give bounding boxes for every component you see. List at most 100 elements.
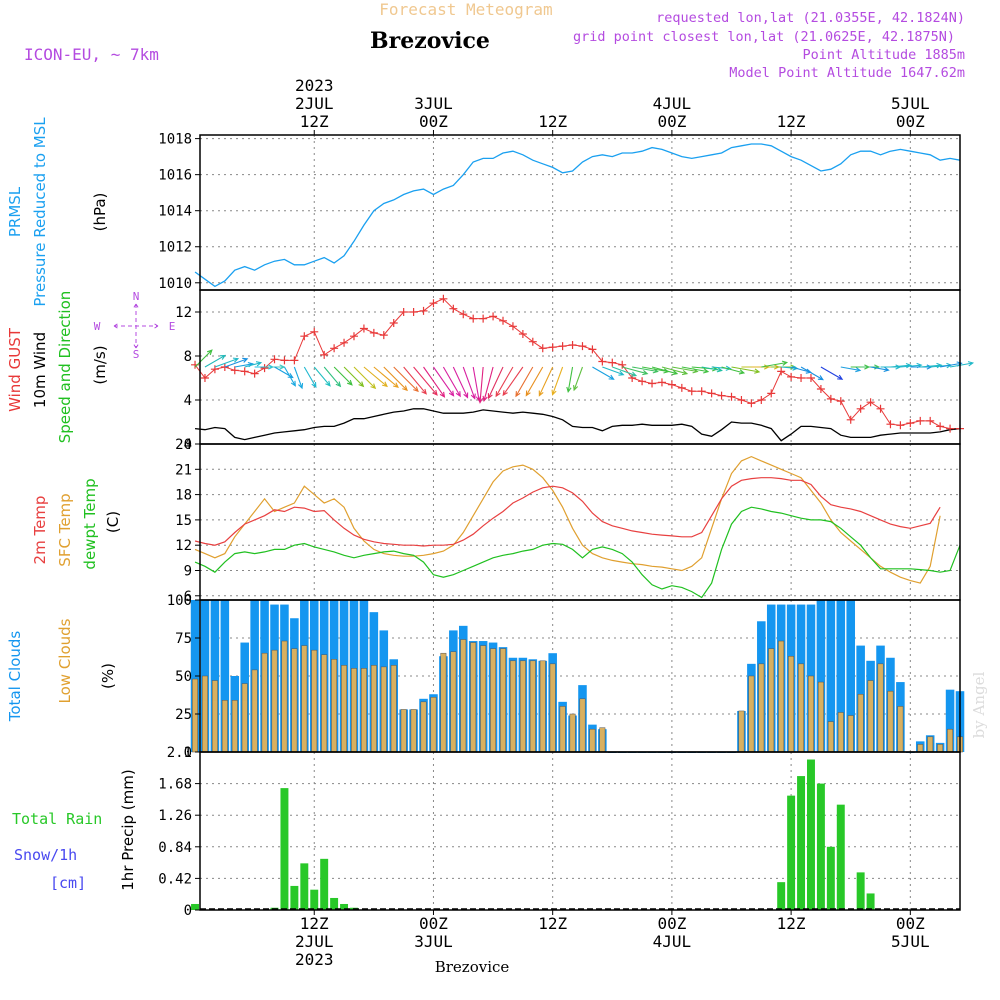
y-tick-label: 75 (175, 631, 192, 647)
bottom-time-label: 3JUL (414, 932, 453, 951)
low-clouds-bar (470, 642, 477, 753)
wind-direction-arrow (333, 366, 353, 386)
bottom-time-label: 00Z (419, 914, 448, 933)
low-clouds-bar (271, 649, 278, 753)
wind-gust-marker (260, 364, 269, 373)
y-tick-label: 0.84 (158, 840, 192, 856)
wind-gust-marker (628, 374, 637, 382)
y-tick-label: 15 (175, 513, 192, 529)
wind-gust-marker (250, 369, 259, 378)
low-clouds-bar (738, 710, 745, 753)
snow-unit-label: [cm] (50, 874, 86, 892)
low-clouds-bar (589, 728, 596, 753)
wind-gust-marker (767, 389, 776, 398)
wind-gust-marker (916, 416, 925, 425)
wind-gust-marker (489, 312, 498, 321)
low-clouds-bar (817, 681, 824, 753)
compass-south: S (133, 348, 140, 361)
wind-direction-arrow (890, 362, 912, 369)
wind-gust-marker (558, 342, 567, 351)
low-clouds-bar (380, 666, 387, 753)
wind-direction-arrow (538, 366, 554, 397)
wind-gust-marker (648, 379, 657, 388)
wind-gust-marker (677, 383, 686, 392)
low-clouds-bar (291, 648, 298, 753)
wind-gust-marker (717, 391, 726, 400)
rain-bar (836, 804, 845, 910)
bottom-time-label: 12Z (538, 914, 567, 933)
wind-gust-marker (369, 328, 378, 337)
bottom-time-label: 12Z (777, 914, 806, 933)
y-tick-label: 1014 (158, 204, 192, 220)
low-clouds-bar (917, 744, 924, 753)
compass-east: E (169, 320, 176, 333)
low-clouds-bar (341, 665, 347, 753)
total-clouds-bar (210, 600, 220, 752)
low-clouds-bar (360, 668, 367, 753)
wind-gust-marker (946, 424, 955, 433)
wind-direction-arrow (264, 364, 286, 370)
y-tick-label: 1012 (158, 240, 192, 256)
low-clouds-bar (192, 678, 198, 753)
y-tick-label: 24 (175, 437, 192, 453)
sfc-temp-label: SFC Temp (56, 493, 74, 566)
wind-10m-line (194, 408, 961, 442)
low-clouds-bar (510, 660, 516, 753)
low-clouds-bar (370, 665, 377, 753)
wind-direction-arrow (462, 366, 476, 400)
wind-gust-marker (787, 372, 796, 381)
rain-bar (290, 885, 299, 910)
wind-direction-arrow (224, 357, 249, 368)
clouds-unit: (%) (99, 663, 117, 689)
wind-gust-marker (499, 316, 508, 325)
wind-gust-marker (290, 356, 299, 365)
wind-direction-arrow (820, 366, 844, 380)
y-tick-label: 1.68 (158, 777, 192, 793)
wind-direction-arrow (592, 366, 615, 380)
rain-bar (797, 776, 806, 910)
requested-coords: requested lon,lat (21.0355E, 42.1824N) (656, 10, 965, 26)
low-clouds-bar (847, 715, 854, 753)
low-clouds-bar (877, 663, 884, 753)
wind-gust-marker (538, 344, 547, 353)
low-clouds-bar (549, 663, 556, 753)
wind-speed-dir-label: Speed and Direction (56, 291, 74, 444)
low-clouds-bar (211, 680, 218, 753)
wind-gust-marker (230, 366, 239, 375)
wind-gust-marker (926, 416, 935, 425)
wind-10m-label: 10m Wind (31, 332, 49, 408)
wind-gust-marker (469, 314, 478, 323)
wind-direction-arrow (433, 366, 455, 397)
wind-direction-arrow (204, 354, 227, 368)
wind-gust-marker (449, 304, 458, 313)
total-clouds-bar (846, 600, 855, 752)
wind-direction-arrow (393, 366, 419, 393)
wind-unit: (m/s) (91, 345, 109, 384)
rain-bar (807, 759, 815, 910)
low-clouds-bar (827, 721, 834, 753)
wind-direction-arrow (651, 366, 679, 376)
wind-direction-arrow (551, 366, 564, 396)
wind-gust-marker (330, 344, 339, 353)
low-clouds-bar (311, 649, 318, 753)
low-clouds-bar (400, 709, 407, 753)
rain-bar (191, 903, 200, 910)
low-clouds-bar (519, 660, 526, 753)
total-clouds-bar (826, 600, 836, 752)
wind-gust-marker (528, 337, 537, 346)
wind-direction-arrow (940, 361, 963, 368)
wind-gust-marker (508, 322, 517, 331)
low-clouds-bar (480, 645, 487, 753)
temp-2m-label: 2m Temp (31, 496, 49, 565)
sfc-temp-line (194, 455, 941, 584)
bottom-time-label: 12Z (300, 914, 329, 933)
wind-direction-arrow (840, 366, 862, 373)
model-label: ICON-EU, ~ 7km (24, 45, 159, 64)
wind-gust-marker (846, 415, 855, 424)
low-clouds-bar (927, 736, 934, 753)
wind-direction-arrow (353, 366, 377, 390)
low-clouds-bar (420, 701, 427, 753)
y-tick-label: 1.26 (158, 808, 192, 824)
wind-direction-arrow (194, 349, 213, 368)
wind-gust-marker (816, 385, 825, 393)
